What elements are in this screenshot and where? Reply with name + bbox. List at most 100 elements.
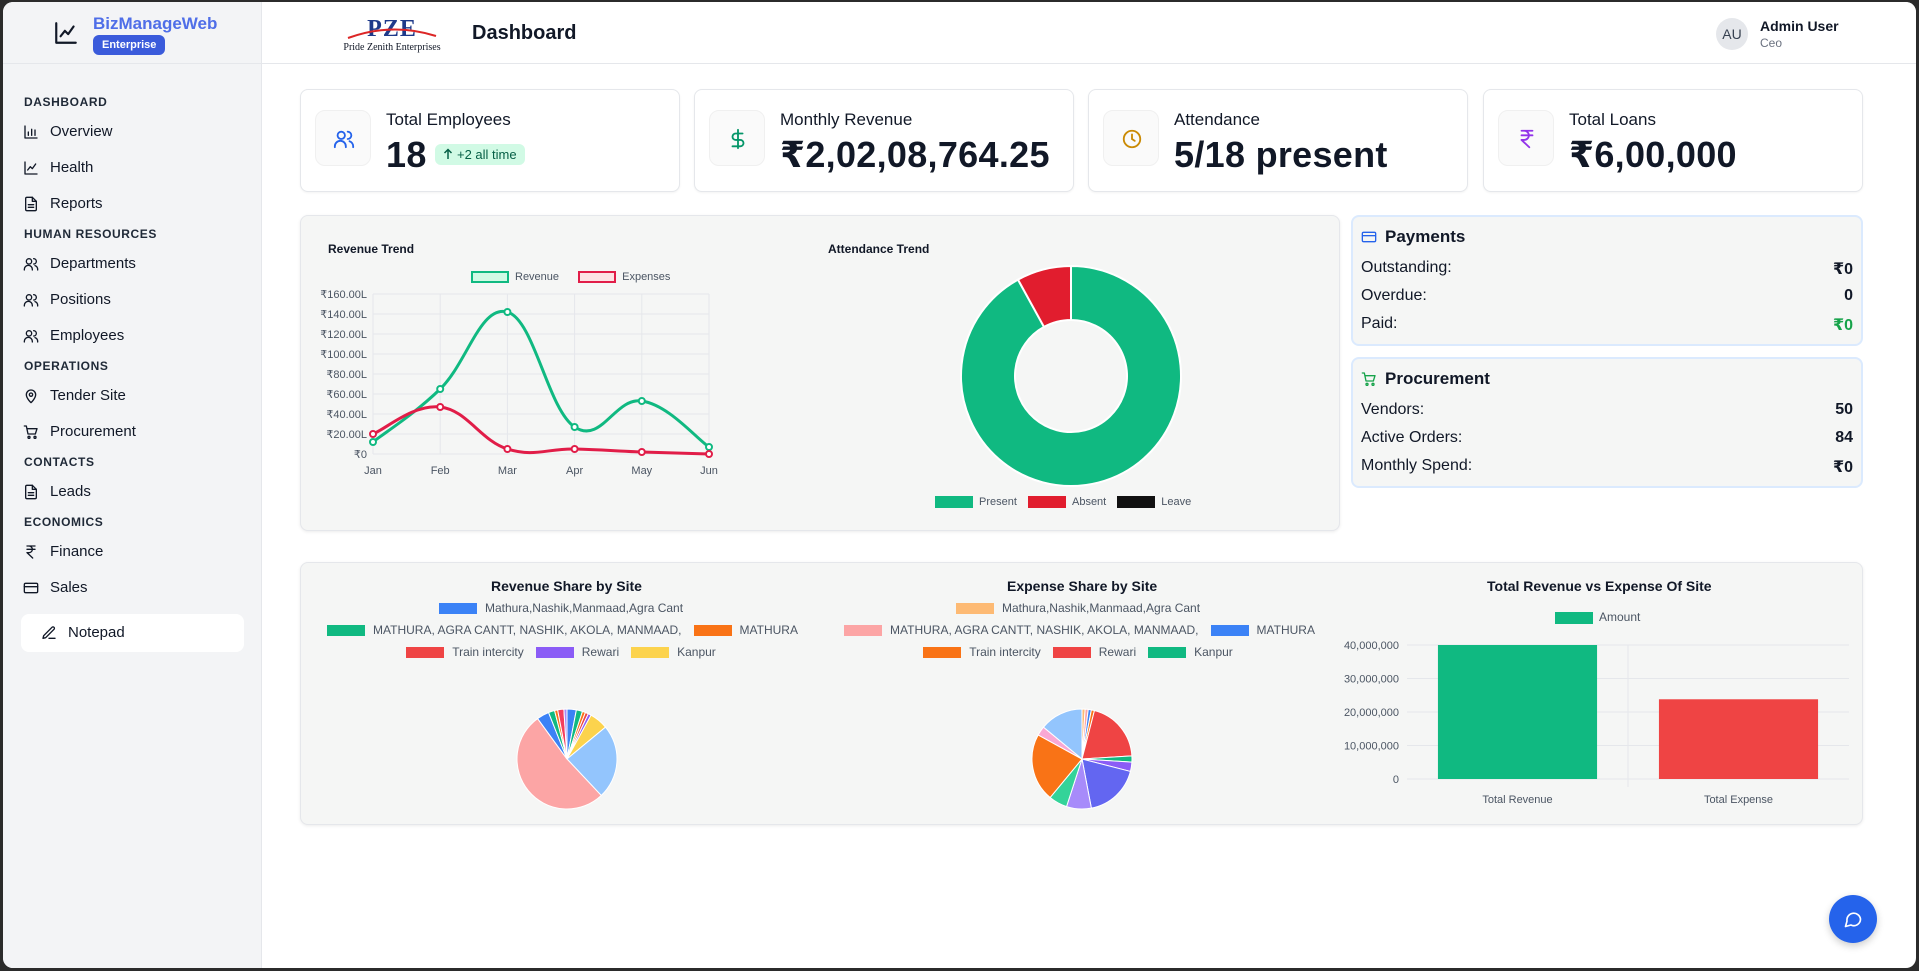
- y-tick-label: ₹100.00L: [320, 349, 367, 361]
- pie-slice[interactable]: [1081, 758, 1132, 809]
- sidebar-item-leads[interactable]: Leads: [3, 474, 262, 510]
- sidebar-item-finance[interactable]: Finance: [3, 534, 262, 570]
- legend-item-expenses[interactable]: Expenses: [578, 271, 670, 284]
- sidebar-item-label: Employees: [50, 327, 125, 344]
- x-tick-label: Apr: [566, 465, 583, 477]
- data-point[interactable]: [570, 423, 579, 431]
- pie-slice[interactable]: [563, 708, 568, 760]
- y-tick-label: ₹140.00L: [320, 309, 367, 321]
- legend-label: Absent: [1071, 496, 1107, 508]
- sidebar-item-overview[interactable]: Overview: [3, 114, 262, 150]
- pencil-icon: [42, 626, 56, 639]
- legend-label: Mathura: [1140, 667, 1184, 669]
- legend-item-revenue[interactable]: Revenue: [471, 271, 559, 284]
- pie-slice[interactable]: [1016, 264, 1072, 329]
- legend-item[interactable]: Rewari: [535, 645, 619, 659]
- legend-item-present[interactable]: Present: [935, 496, 1017, 509]
- legend-item[interactable]: MATHURA, AGRA CANTT, NASHIK, AKOLA, MANM…: [844, 623, 1199, 637]
- sidebar-item-departments[interactable]: Departments: [3, 246, 262, 282]
- revenue-share-pie[interactable]: [516, 708, 618, 810]
- sidebar-item-notepad[interactable]: Notepad: [21, 614, 244, 652]
- data-point[interactable]: [436, 403, 445, 411]
- sidebar-item-label: Procurement: [50, 423, 136, 440]
- nav-section-title: HUMAN RESOURCES: [24, 227, 158, 241]
- row-value: 50: [1835, 401, 1853, 418]
- pie-slice[interactable]: [1031, 734, 1083, 799]
- sidebar-item-procurement[interactable]: Procurement: [3, 414, 262, 450]
- brand-name[interactable]: BizManageWeb: [93, 14, 218, 33]
- sidebar-item-label: Positions: [50, 291, 111, 308]
- legend-swatch: [1148, 647, 1187, 659]
- arrow-up-icon: [443, 148, 453, 159]
- brand-badge: Enterprise: [93, 35, 166, 55]
- legend-item[interactable]: Mathura: [577, 667, 667, 669]
- x-tick-label: Total Revenue: [1482, 794, 1552, 806]
- data-point[interactable]: [637, 397, 646, 405]
- data-point[interactable]: [369, 438, 377, 446]
- legend-label: Kanpur: [677, 645, 716, 659]
- expense-share-pie[interactable]: [1031, 708, 1133, 810]
- legend-item[interactable]: Super Mobility Private Limited: [360, 667, 565, 669]
- pie-slice[interactable]: [960, 264, 1182, 487]
- legend-swatch: [1027, 496, 1066, 509]
- pie-slice[interactable]: [566, 726, 618, 797]
- revenue-line-chart[interactable]: ₹0 ₹20.00L ₹40.00L ₹60.00L ₹80.00L ₹100.00L ₹1…: [311, 286, 731, 526]
- legend-item[interactable]: Mathura,Nashik,Manmaad,Agra Cant: [955, 601, 1201, 615]
- legend-item-amount[interactable]: Amount: [1555, 610, 1640, 624]
- legend-swatch: [631, 647, 670, 659]
- bar-total-expense[interactable]: [1658, 699, 1819, 779]
- data-point[interactable]: [705, 450, 713, 458]
- legend-label: MATHURA: [1256, 623, 1315, 637]
- data-point[interactable]: [503, 308, 512, 316]
- legend-item[interactable]: MATHURA: [693, 623, 798, 637]
- legend-item[interactable]: MATHURA, AGRA CANTT, NASHIK, AKOLA, MANM…: [327, 623, 682, 637]
- legend-label: Mathura,Nashik,Manmaad,Agra Cant: [1001, 601, 1201, 615]
- legend-item[interactable]: Nashik: [679, 667, 762, 669]
- company-logo[interactable]: PZE Pride Zenith Enterprises: [332, 16, 452, 56]
- user-menu[interactable]: AU Admin User Ceo: [1716, 16, 1876, 52]
- sidebar-item-reports[interactable]: Reports: [3, 186, 262, 222]
- legend-item[interactable]: MATHURA: [1210, 623, 1315, 637]
- data-point[interactable]: [503, 445, 512, 453]
- legend-item[interactable]: Mathura: [1094, 667, 1184, 669]
- attendance-donut-chart[interactable]: [956, 261, 1186, 491]
- stat-label: Attendance: [1174, 110, 1261, 129]
- procurement-row-monthly-spend: Monthly Spend: ₹0: [1361, 457, 1853, 479]
- sidebar-item-sales[interactable]: Sales: [3, 570, 262, 606]
- legend-swatch: [1052, 647, 1091, 659]
- data-point[interactable]: [637, 448, 646, 456]
- sidebar-item-tender-site[interactable]: Tender Site: [3, 378, 262, 414]
- bar-total-revenue[interactable]: [1437, 645, 1598, 779]
- legend-label: Nashik: [1242, 667, 1279, 669]
- row-value: ₹0: [1832, 317, 1853, 334]
- avatar[interactable]: AU: [1716, 18, 1748, 50]
- data-point[interactable]: [369, 430, 377, 438]
- legend-item[interactable]: Kanpur: [1148, 645, 1233, 659]
- legend-item-absent[interactable]: Absent: [1027, 496, 1107, 509]
- data-point[interactable]: [705, 443, 713, 451]
- legend-item[interactable]: Rewari: [1052, 645, 1136, 659]
- chat-button[interactable]: [1829, 895, 1877, 943]
- data-point[interactable]: [570, 445, 579, 453]
- payments-row-outstanding: Outstanding: ₹0: [1361, 259, 1853, 281]
- pie-slice[interactable]: [1081, 709, 1133, 760]
- document-icon: [25, 196, 37, 212]
- legend-item-leave[interactable]: Leave: [1117, 496, 1191, 509]
- user-role: Ceo: [1760, 36, 1783, 50]
- legend-item[interactable]: Mathura,Nashik,Manmaad,Agra Cant: [438, 601, 683, 615]
- series-line-revenue[interactable]: [372, 309, 710, 449]
- legend-item[interactable]: Kanpur: [631, 645, 716, 659]
- series-line-expenses[interactable]: [372, 405, 710, 456]
- data-point[interactable]: [436, 385, 445, 393]
- revenue-vs-expense-bar-chart[interactable]: 0 10,000,000 20,000,000 30,000,000 40,000,00…: [1331, 633, 1856, 823]
- x-tick-label: Total Expense: [1704, 794, 1773, 806]
- sidebar-item-employees[interactable]: Employees: [3, 318, 262, 354]
- sidebar-item-positions[interactable]: Positions: [3, 282, 262, 318]
- pie-slice[interactable]: [516, 717, 602, 810]
- legend-item[interactable]: Train intercity: [923, 645, 1041, 659]
- legend-item[interactable]: Train intercity: [406, 645, 524, 659]
- pie-slice[interactable]: [1042, 708, 1083, 761]
- sidebar-item-health[interactable]: Health: [3, 150, 262, 186]
- legend-item[interactable]: Super Mobility Private Limited: [877, 667, 1082, 669]
- legend-item[interactable]: Nashik: [1196, 667, 1279, 669]
